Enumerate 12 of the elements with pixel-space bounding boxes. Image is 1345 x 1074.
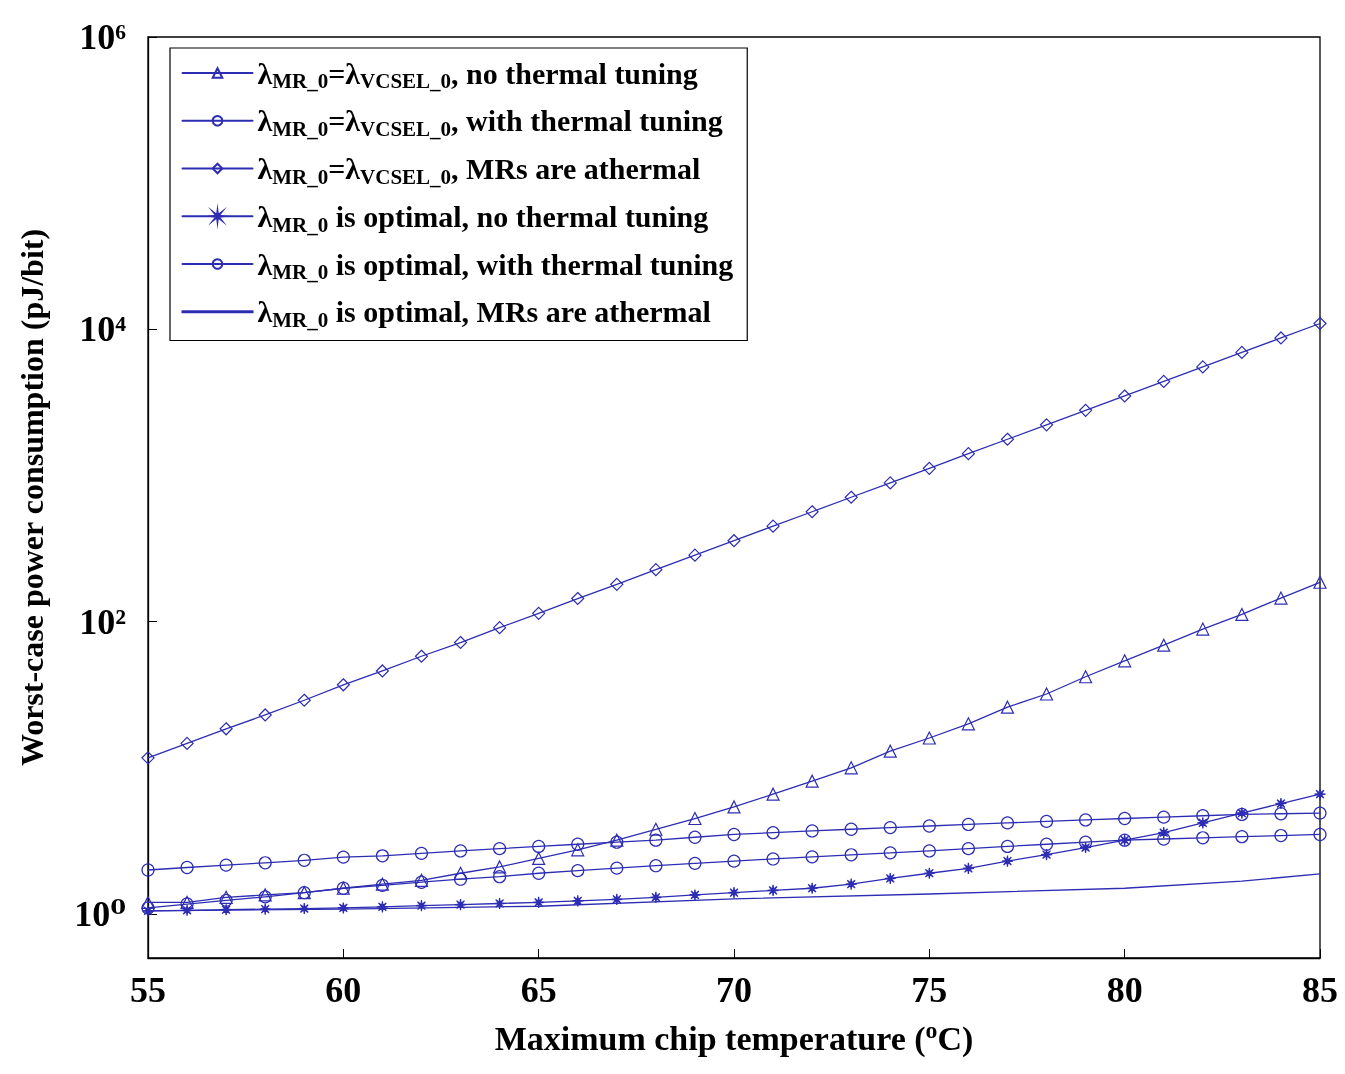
x-tick-label: 55 [130,970,166,1010]
x-tick-label: 65 [520,970,557,1010]
y-axis-title: Worst-case power consumption (pJ/bit) [14,228,50,767]
x-tick-label: 80 [1106,970,1143,1010]
y-tick-label: 10² [79,601,126,642]
x-tick-label: 85 [1302,970,1338,1010]
y-tick-label: 10⁴ [79,309,127,350]
y-tick-label: 10⁰ [74,894,126,934]
x-tick-label: 70 [716,970,752,1010]
y-tick-label: 10⁶ [79,17,127,57]
x-tick-label: 75 [911,970,948,1010]
x-tick-label: 60 [325,970,362,1010]
